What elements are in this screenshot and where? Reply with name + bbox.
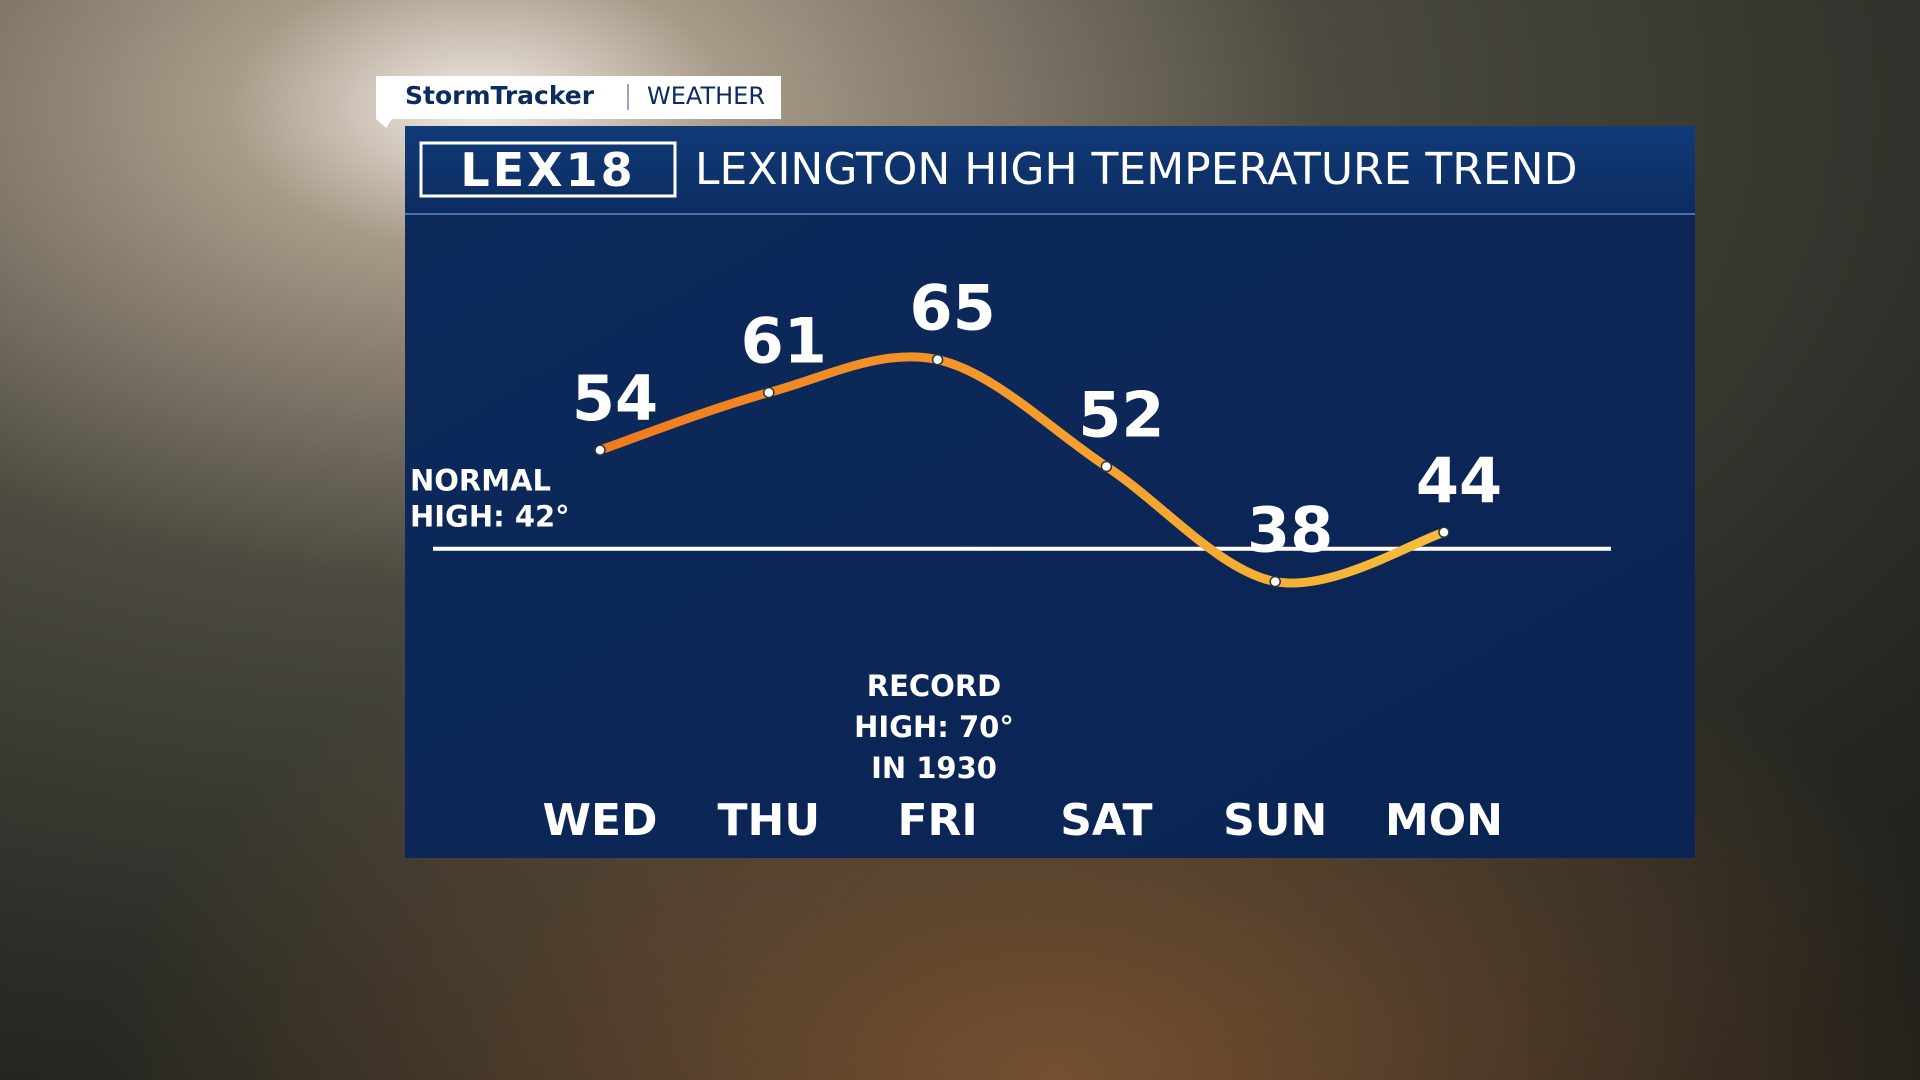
plot: NORMAL HIGH: 42° RECORD HIGH: 70° IN 1930 54 6… [410,272,1611,846]
trend-line [595,352,1449,588]
panel [405,126,1695,858]
point [594,444,606,456]
normal-label-line: NORMAL [410,464,551,498]
value-label: 52 [1078,379,1164,452]
chart-title: LEXINGTON HIGH TEMPERATURE TREND [695,144,1577,195]
title-bar [405,126,1695,214]
logo-box [419,141,677,198]
normal-label: NORMAL HIGH: 42° [410,464,570,534]
value-label: 44 [1416,444,1502,517]
point [1438,526,1450,539]
value-label: 54 [572,362,658,435]
record-label-line: IN 1930 [871,751,997,785]
x-tick-label: FRI [897,795,977,846]
record-label-line: HIGH: 70° [854,710,1014,744]
value-label: 65 [909,272,995,345]
normal-label-line: HIGH: 42° [410,500,570,534]
point [1269,575,1281,588]
logo: LEX18 [460,143,635,197]
x-tick-label: SAT [1060,795,1152,846]
value-label: 61 [741,305,827,378]
x-tick-label: MON [1385,795,1503,846]
value-label: 38 [1247,494,1333,567]
brand-section: WEATHER [647,82,765,110]
x-tick-label: SUN [1223,795,1327,846]
x-tick-label: WED [542,795,657,846]
brand-tab [376,76,781,128]
x-tick-label: THU [718,795,821,846]
brand-network: StormTracker [405,81,595,110]
point [931,353,944,366]
point [1100,460,1113,473]
record-label-line: RECORD [867,669,1001,703]
point [763,386,775,399]
record-label: RECORD HIGH: 70° IN 1930 [854,669,1014,785]
